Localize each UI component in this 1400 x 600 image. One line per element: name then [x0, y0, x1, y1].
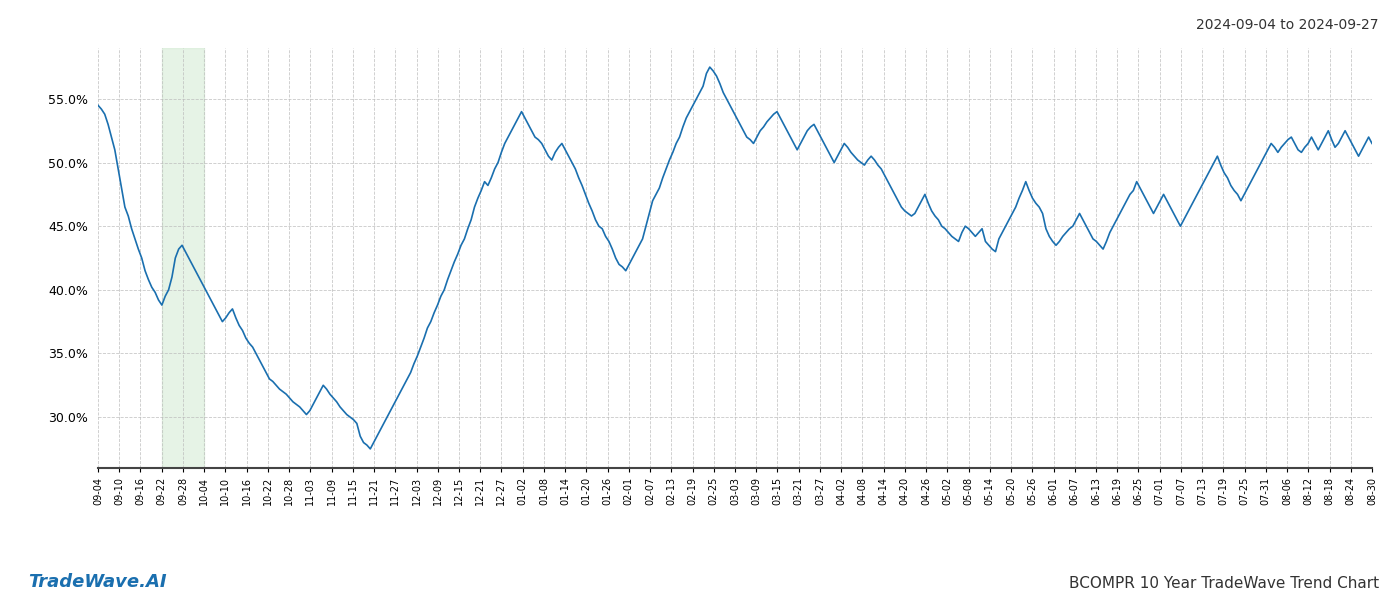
Bar	[162, 48, 204, 468]
Text: TradeWave.AI: TradeWave.AI	[28, 573, 167, 591]
Text: BCOMPR 10 Year TradeWave Trend Chart: BCOMPR 10 Year TradeWave Trend Chart	[1068, 576, 1379, 591]
Text: 2024-09-04 to 2024-09-27: 2024-09-04 to 2024-09-27	[1197, 18, 1379, 32]
